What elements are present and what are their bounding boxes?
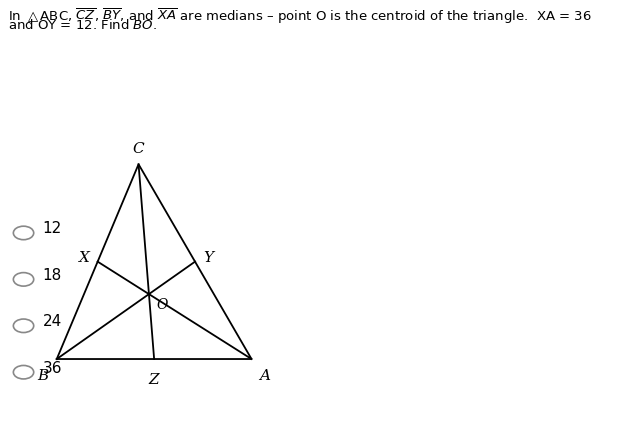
Text: O: O (156, 298, 168, 312)
Text: 24: 24 (43, 314, 62, 329)
Text: 36: 36 (43, 360, 62, 376)
Text: 18: 18 (43, 268, 62, 283)
Text: 12: 12 (43, 221, 62, 236)
Text: and OY = 12. Find $\it{BO}$.: and OY = 12. Find $\it{BO}$. (8, 18, 156, 32)
Text: C: C (133, 143, 144, 157)
Text: B: B (38, 369, 49, 383)
Text: In $\triangle$ABC, $\overline{CZ}$, $\overline{BY}$, and $\overline{XA}$ are med: In $\triangle$ABC, $\overline{CZ}$, $\ov… (8, 6, 591, 26)
Text: Z: Z (149, 373, 160, 387)
Text: X: X (79, 251, 90, 265)
Text: A: A (259, 369, 270, 383)
Text: Y: Y (203, 251, 213, 265)
